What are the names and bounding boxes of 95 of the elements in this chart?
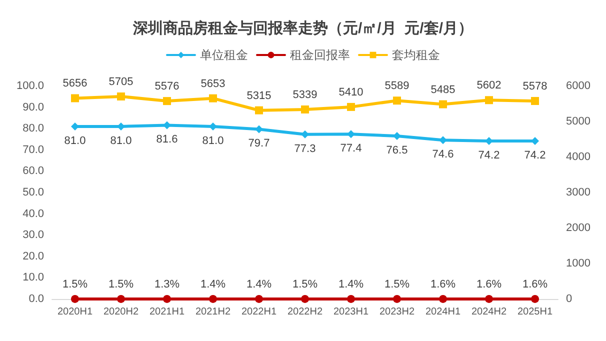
y2-tick-label: 1000 [566, 258, 590, 270]
point [209, 94, 217, 102]
data-label: 5410 [338, 86, 364, 98]
data-label: 5578 [522, 80, 548, 92]
point [485, 294, 493, 303]
data-label: 5602 [476, 80, 502, 92]
x-tick-label: 2025H1 [517, 306, 553, 318]
data-label: 81.6 [156, 134, 178, 146]
point [393, 294, 401, 303]
data-label: 5705 [108, 76, 134, 88]
data-label: 1.6% [476, 278, 502, 290]
data-label: 79.7 [248, 138, 270, 150]
x-tick-label: 2022H2 [287, 306, 323, 318]
x-tick-label: 2024H2 [471, 306, 507, 318]
data-label: 1.6% [430, 278, 456, 290]
point [531, 294, 539, 303]
data-label: 74.2 [524, 149, 546, 162]
chart-title: 深圳商品房租金与回报率走势（元/㎡/月 元/套/月） [132, 19, 474, 37]
legend-label: 套均租金 [392, 48, 440, 62]
data-label: 5576 [154, 80, 180, 93]
x-tick-label: 2021H2 [195, 306, 231, 318]
point [163, 294, 171, 303]
x-tick-label: 2020H2 [103, 306, 139, 318]
point [301, 294, 309, 303]
data-label: 77.4 [340, 142, 362, 155]
point [117, 294, 125, 303]
data-label: 74.2 [478, 149, 500, 162]
y2-tick-label: 0 [566, 293, 572, 305]
y-tick-label: 40.0 [22, 208, 44, 220]
point [255, 106, 263, 114]
y-tick-label: 10.0 [22, 272, 44, 284]
data-label: 81.0 [64, 134, 86, 147]
point [71, 94, 79, 102]
y2-tick-label: 6000 [566, 80, 590, 92]
point [209, 294, 217, 303]
data-label: 81.0 [202, 134, 224, 147]
data-label: 1.5% [62, 278, 88, 290]
data-label: 5653 [200, 78, 226, 90]
point [347, 130, 355, 138]
point [347, 102, 355, 111]
point [163, 121, 171, 130]
y-tick-label: 50.0 [22, 186, 44, 198]
y-tick-label: 60.0 [22, 165, 44, 178]
point [439, 100, 447, 108]
y-tick-label: 70.0 [22, 144, 44, 156]
point [255, 125, 263, 134]
data-label: 74.6 [432, 148, 454, 161]
data-label: 1.5% [384, 278, 410, 290]
point [117, 92, 125, 100]
point [209, 122, 217, 130]
point [485, 96, 493, 104]
data-label: 76.5 [386, 144, 408, 157]
point [163, 97, 171, 106]
x-tick-label: 2020H1 [57, 306, 93, 318]
legend-label: 单位租金 [200, 48, 248, 62]
y-tick-label: 90.0 [22, 101, 44, 114]
data-label: 1.3% [154, 278, 180, 290]
data-label: 1.4% [338, 278, 364, 290]
point [393, 132, 401, 140]
point [301, 130, 309, 138]
y-tick-label: 0.0 [28, 293, 44, 305]
data-label: 5485 [430, 84, 456, 96]
x-tick-label: 2024H1 [425, 306, 461, 318]
point [255, 294, 263, 303]
point [531, 96, 539, 105]
data-label: 1.5% [292, 278, 318, 290]
y-tick-label: 30.0 [22, 229, 44, 242]
data-label: 77.3 [294, 142, 316, 155]
y-tick-label: 20.0 [22, 250, 44, 262]
y2-tick-label: 4000 [566, 151, 590, 163]
y-tick-label: 80.0 [22, 122, 44, 135]
data-label: 5589 [384, 80, 410, 92]
point [301, 105, 309, 114]
data-label: 5315 [246, 90, 272, 102]
data-label: 1.5% [108, 278, 134, 290]
point [71, 294, 79, 303]
point [439, 136, 447, 144]
x-tick-label: 2023H1 [333, 306, 369, 318]
data-label: 81.0 [110, 134, 132, 147]
y2-tick-label: 2000 [566, 222, 590, 234]
x-tick-label: 2021H1 [149, 306, 185, 318]
data-label: 5656 [62, 78, 88, 90]
y2-tick-label: 3000 [566, 186, 590, 198]
point [347, 294, 355, 303]
point [439, 294, 447, 303]
x-tick-label: 2023H2 [379, 306, 415, 318]
point [393, 96, 401, 105]
legend-label: 租金回报率 [290, 48, 350, 62]
x-tick-label: 2022H1 [241, 306, 277, 318]
data-label: 1.4% [246, 278, 272, 290]
data-label: 1.6% [522, 278, 548, 290]
y2-tick-label: 5000 [566, 116, 590, 128]
y-tick-label: 100.0 [16, 80, 44, 92]
data-label: 1.4% [200, 278, 226, 290]
data-label: 5339 [292, 88, 318, 101]
